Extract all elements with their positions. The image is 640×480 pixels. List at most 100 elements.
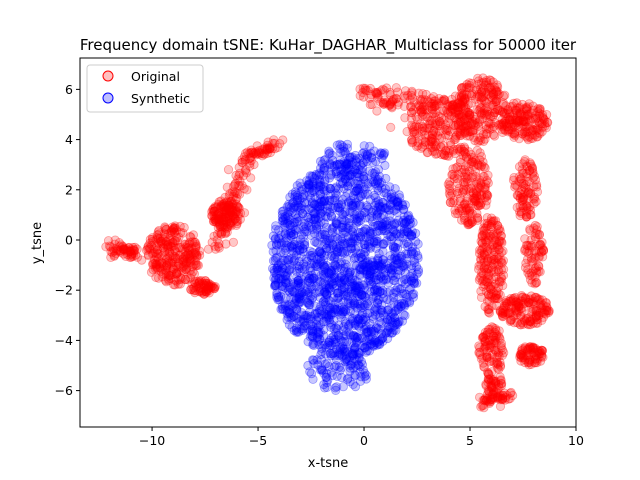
data-point-original — [209, 283, 219, 294]
data-point-original — [164, 247, 175, 257]
data-point-original — [187, 243, 197, 253]
data-point-original — [227, 210, 238, 220]
data-point-original — [154, 239, 164, 249]
data-point-original — [439, 150, 450, 160]
data-point-original — [182, 257, 192, 267]
data-point-original — [189, 283, 199, 293]
data-point-original — [170, 245, 180, 255]
data-point-original — [165, 251, 175, 261]
data-point-original — [125, 246, 136, 257]
data-point-original — [191, 241, 201, 251]
data-point-original — [469, 161, 479, 171]
data-point-original — [154, 259, 164, 269]
data-point-original — [129, 246, 139, 256]
data-point-synthetic — [324, 268, 334, 278]
data-point-original — [462, 193, 472, 203]
data-point-synthetic — [328, 304, 339, 314]
data-point-original — [183, 249, 193, 259]
data-point-original — [430, 101, 440, 111]
data-point-original — [194, 278, 204, 288]
data-point-original — [179, 252, 189, 262]
data-point-original — [148, 248, 158, 258]
data-point-original — [208, 206, 218, 217]
data-point-original — [214, 214, 224, 224]
data-point-original — [124, 242, 134, 253]
data-point-original — [106, 242, 116, 252]
data-point-synthetic — [330, 203, 340, 213]
data-point-original — [161, 225, 171, 235]
data-point-original — [143, 242, 153, 252]
data-point-original — [475, 183, 485, 193]
data-point-original — [148, 234, 158, 244]
data-point-original — [161, 260, 172, 271]
data-point-original — [459, 147, 469, 157]
data-point-original — [178, 228, 188, 238]
data-point-synthetic — [360, 240, 370, 250]
data-point-original — [118, 244, 128, 254]
data-point-synthetic — [365, 339, 376, 350]
data-point-original — [150, 247, 160, 258]
data-point-original — [144, 251, 154, 261]
data-point-original — [208, 205, 218, 215]
data-point-original — [185, 273, 195, 283]
data-point-original — [516, 351, 527, 361]
data-point-original — [192, 260, 202, 270]
data-point-original — [158, 261, 169, 271]
data-point-original — [137, 255, 147, 265]
data-point-synthetic — [335, 310, 345, 320]
data-point-original — [152, 248, 162, 259]
data-point-original — [126, 249, 136, 259]
data-point-original — [534, 230, 545, 240]
data-point-original — [217, 201, 227, 211]
data-point-synthetic — [321, 313, 332, 323]
data-point-original — [185, 258, 195, 268]
data-point-original — [491, 266, 501, 277]
data-point-original — [209, 206, 219, 216]
y-tick-label: 6 — [65, 82, 73, 97]
data-point-original — [174, 232, 184, 242]
data-point-synthetic — [285, 260, 295, 270]
data-point-original — [213, 199, 223, 209]
data-point-original — [202, 280, 212, 290]
data-point-synthetic — [319, 368, 329, 378]
data-point-original — [207, 207, 217, 217]
data-point-original — [165, 230, 175, 240]
data-point-original — [179, 222, 189, 233]
data-point-synthetic — [292, 243, 302, 253]
data-point-original — [128, 245, 138, 255]
data-point-original — [109, 246, 119, 256]
data-point-original — [499, 348, 509, 358]
data-point-original — [181, 258, 191, 268]
data-point-original — [188, 267, 198, 277]
data-point-original — [209, 203, 219, 214]
data-point-original — [185, 257, 195, 267]
data-point-synthetic — [369, 305, 380, 315]
data-point-original — [495, 306, 505, 316]
data-point-synthetic — [392, 229, 402, 239]
data-point-original — [411, 121, 421, 131]
data-point-original — [233, 202, 244, 212]
data-point-original — [511, 297, 521, 307]
data-point-original — [174, 275, 184, 285]
data-point-original — [228, 200, 238, 210]
data-point-original — [223, 222, 233, 232]
data-point-original — [152, 230, 162, 240]
data-point-original — [157, 236, 167, 246]
data-point-original — [152, 241, 162, 251]
data-point-original — [151, 235, 161, 245]
data-point-original — [420, 104, 430, 115]
data-point-original — [212, 202, 222, 212]
data-point-synthetic — [343, 291, 353, 302]
data-point-synthetic — [355, 201, 366, 211]
data-point-original — [181, 242, 191, 252]
data-point-synthetic — [378, 276, 388, 286]
data-point-original — [156, 238, 166, 248]
data-point-synthetic — [343, 373, 353, 383]
data-point-original — [158, 234, 168, 244]
data-point-original — [157, 258, 167, 268]
data-point-original — [163, 257, 173, 267]
data-point-original — [145, 238, 155, 248]
data-point-synthetic — [365, 195, 375, 205]
data-point-original — [481, 124, 492, 134]
data-point-synthetic — [390, 252, 400, 262]
